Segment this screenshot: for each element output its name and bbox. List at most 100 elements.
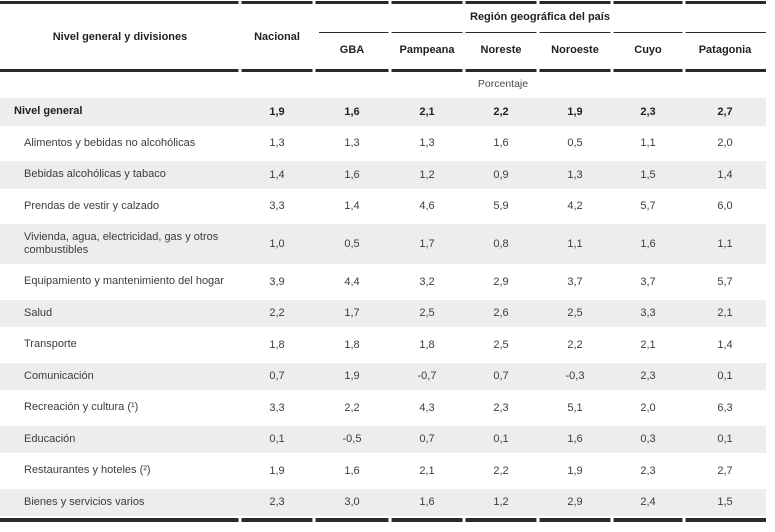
value-cell: 2,2 [269, 307, 285, 320]
value-cell: 3,7 [640, 275, 656, 288]
value-cell: 0,9 [493, 168, 509, 181]
value-cell: 0,1 [717, 433, 733, 446]
column-header-region: Cuyo [634, 43, 662, 56]
value-cell: 0,1 [269, 433, 285, 446]
value-cell: 2,7 [717, 105, 733, 118]
value-cell: 4,2 [567, 200, 583, 213]
row-label: Recreación y cultura (¹) [24, 401, 139, 414]
value-cell: 2,2 [493, 464, 509, 477]
table-header: Nivel general y divisiones Nacional Regi… [0, 4, 766, 69]
row-label: Salud [24, 306, 53, 319]
value-cell: 0,7 [493, 370, 509, 383]
value-cell: 0,7 [269, 370, 285, 383]
header-bottom-rule [0, 69, 766, 72]
region-column-headers: GBA Pampeana Noreste Noroeste Cuyo Patagonia [314, 30, 766, 69]
value-cell: 2,3 [640, 105, 656, 118]
value-cell: 5,1 [567, 401, 583, 414]
value-cell: 1,6 [344, 105, 360, 118]
value-cell: 2,9 [493, 275, 509, 288]
row-label: Alimentos y bebidas no alcohólicas [24, 136, 196, 149]
value-cell: 1,6 [640, 238, 656, 250]
value-cell: 1,8 [269, 338, 285, 351]
column-header-region: GBA [339, 43, 365, 56]
value-cell: 1,7 [344, 307, 360, 320]
value-cell: 1,1 [567, 238, 583, 250]
value-cell: 4,3 [419, 401, 435, 414]
value-cell: 2,3 [493, 401, 509, 414]
value-cell: 3,2 [419, 275, 435, 288]
table-row: Transporte 1,8 1,8 1,8 2,5 2,2 2,1 1,4 [0, 329, 766, 361]
table-row: Restaurantes y hoteles (²) 1,9 1,6 2,1 2,2 1… [0, 455, 766, 487]
value-cell: 2,2 [567, 338, 583, 351]
table-row: Vivienda, agua, electricidad, gas y otro… [0, 222, 766, 266]
column-header-divisions: Nivel general y divisiones [52, 30, 188, 43]
region-group-header: Región geográfica del país [470, 10, 610, 23]
value-cell: 3,9 [269, 275, 285, 288]
value-cell: 2,5 [493, 338, 509, 351]
value-cell: 0,1 [493, 433, 509, 446]
value-cell: 5,7 [640, 200, 656, 213]
value-cell: 1,1 [717, 238, 733, 250]
value-cell: 1,4 [269, 168, 285, 181]
value-cell: 2,6 [493, 307, 509, 320]
unit-label: Porcentaje [477, 78, 529, 90]
value-cell: 0,5 [567, 137, 583, 150]
value-cell: 2,1 [419, 105, 435, 118]
value-cell: 1,4 [344, 200, 360, 213]
table-row: Nivel general 1,9 1,6 2,1 2,2 1,9 2,3 2,7 [0, 96, 766, 128]
bottom-rule [0, 518, 766, 522]
row-label: Educación [24, 432, 76, 445]
row-label: Comunicación [24, 369, 94, 382]
table-row: Equipamiento y mantenimiento del hogar 3… [0, 266, 766, 298]
value-cell: 2,4 [640, 496, 656, 509]
value-cell: 1,8 [344, 338, 360, 351]
value-cell: 2,7 [717, 464, 733, 477]
value-cell: 2,1 [717, 307, 733, 320]
value-cell: 2,0 [640, 401, 656, 414]
value-cell: 2,9 [567, 496, 583, 509]
value-cell: 5,9 [493, 200, 509, 213]
value-cell: 1,8 [419, 338, 435, 351]
row-label: Restaurantes y hoteles (²) [24, 464, 151, 477]
value-cell: 3,3 [269, 401, 285, 414]
value-cell: 1,3 [567, 168, 583, 181]
table-row: Bebidas alcohólicas y tabaco 1,4 1,6 1,2 0,… [0, 159, 766, 191]
value-cell: 2,5 [419, 307, 435, 320]
value-cell: 1,5 [717, 496, 733, 509]
value-cell: 3,7 [567, 275, 583, 288]
value-cell: 1,3 [419, 137, 435, 150]
row-label: Bienes y servicios varios [24, 495, 145, 508]
top-rule [0, 1, 766, 4]
column-header-region: Patagonia [698, 43, 752, 56]
table-row: Recreación y cultura (¹) 3,3 2,2 4,3 2,3 5,1… [0, 392, 766, 424]
table-row: Comunicación 0,7 1,9 -0,7 0,7 -0,3 2,3 0,1 [0, 360, 766, 392]
value-cell: 1,9 [344, 370, 360, 383]
column-header-region: Pampeana [399, 43, 455, 56]
value-cell: 2,3 [269, 496, 285, 509]
value-cell: 3,3 [269, 200, 285, 213]
table-row: Bienes y servicios varios 2,3 3,0 1,6 1,2 2,… [0, 486, 766, 518]
value-cell: 0,5 [344, 238, 360, 250]
value-cell: 1,6 [419, 496, 435, 509]
value-cell: 1,4 [717, 338, 733, 351]
value-cell: 1,5 [640, 168, 656, 181]
value-cell: 1,7 [419, 238, 435, 250]
value-cell: 1,6 [493, 137, 509, 150]
value-cell: 1,6 [344, 464, 360, 477]
value-cell: 1,2 [419, 168, 435, 181]
value-cell: 2,2 [493, 105, 509, 118]
table-row: Alimentos y bebidas no alcohólicas 1,3 1,… [0, 128, 766, 160]
value-cell: 4,4 [344, 275, 360, 288]
value-cell: 5,7 [717, 275, 733, 288]
column-header-region: Noroeste [551, 43, 599, 56]
row-label: Vivienda, agua, electricidad, gas y otro… [24, 230, 219, 256]
value-cell: 2,1 [640, 338, 656, 351]
value-cell: 6,3 [717, 401, 733, 414]
value-cell: 2,3 [640, 370, 656, 383]
value-cell: 1,2 [493, 496, 509, 509]
value-cell: 1,6 [344, 168, 360, 181]
value-cell: 1,3 [344, 137, 360, 150]
column-header-nacional: Nacional [254, 30, 300, 43]
value-cell: -0,3 [565, 370, 585, 383]
